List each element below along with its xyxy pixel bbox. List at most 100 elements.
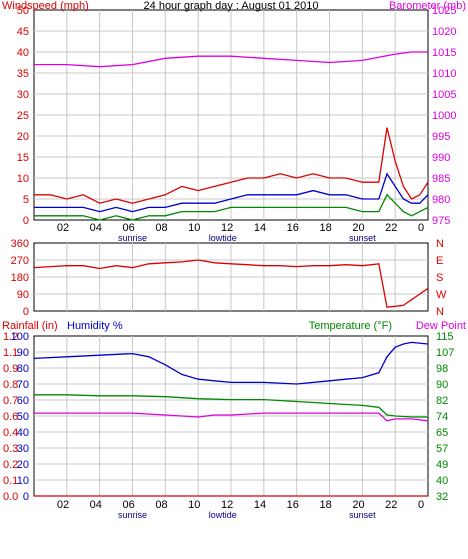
x-tick-label: 22 bbox=[385, 222, 397, 234]
x-tick-label: 08 bbox=[155, 222, 167, 234]
x-tick-label: 16 bbox=[287, 222, 299, 234]
x-tick-label: 12 bbox=[221, 222, 233, 234]
event-label-sunset: sunset bbox=[349, 510, 376, 520]
temperature-tick-label: 98 bbox=[436, 363, 448, 375]
rain-tick-label: 0.7 bbox=[3, 395, 18, 407]
temperature-tick-label: 40 bbox=[436, 475, 448, 487]
wind-tick-label: 0 bbox=[23, 215, 29, 227]
humidity-tick-label: 30 bbox=[17, 443, 29, 455]
temperature-tick-label: 82 bbox=[436, 395, 448, 407]
x-tick-label: 0 bbox=[418, 499, 424, 511]
compass-tick-label: N bbox=[436, 306, 444, 318]
barometer-tick-label: 1000 bbox=[432, 110, 456, 122]
event-label-sunset: sunset bbox=[349, 233, 376, 243]
dewpoint-axis-label: Dew Point bbox=[416, 320, 466, 332]
barometer-tick-label: 985 bbox=[432, 173, 450, 185]
x-tick-label: 0 bbox=[418, 222, 424, 234]
x-tick-label: 10 bbox=[188, 499, 200, 511]
series-line-direction bbox=[33, 259, 429, 308]
temperature-tick-label: 32 bbox=[436, 491, 448, 503]
compass-tick-label: S bbox=[436, 272, 443, 284]
temperature-tick-label: 65 bbox=[436, 427, 448, 439]
humidity-tick-label: 10 bbox=[17, 475, 29, 487]
barometer-tick-label: 980 bbox=[432, 194, 450, 206]
humidity-axis-label: Humidity % bbox=[67, 320, 123, 332]
series-line-humidity bbox=[33, 341, 429, 385]
humidity-tick-label: 40 bbox=[17, 427, 29, 439]
rain-tick-label: 0.2 bbox=[3, 459, 18, 471]
humidity-tick-label: 90 bbox=[17, 347, 29, 359]
direction-tick-label: 0 bbox=[23, 306, 29, 318]
temperature-tick-label: 57 bbox=[436, 443, 448, 455]
humidity-tick-label: 70 bbox=[17, 379, 29, 391]
temperature-tick-label: 74 bbox=[436, 411, 448, 423]
temperature-tick-label: 90 bbox=[436, 379, 448, 391]
barometer-tick-label: 1010 bbox=[432, 68, 456, 80]
x-tick-label: 06 bbox=[123, 499, 135, 511]
x-tick-label: 14 bbox=[254, 222, 266, 234]
x-tick-label: 06 bbox=[123, 222, 135, 234]
x-tick-label: 14 bbox=[254, 499, 266, 511]
temperature-tick-label: 115 bbox=[436, 331, 454, 343]
rain-tick-label: 0.0 bbox=[3, 491, 18, 503]
x-tick-label: 20 bbox=[352, 499, 364, 511]
direction-tick-label: 360 bbox=[11, 238, 29, 250]
rain-tick-label: 1.1 bbox=[3, 347, 18, 359]
wind-tick-label: 30 bbox=[17, 89, 29, 101]
humidity-tick-label: 20 bbox=[17, 459, 29, 471]
wind-tick-label: 35 bbox=[17, 68, 29, 80]
event-label-sunrise: sunrise bbox=[118, 510, 147, 520]
series-line-temperature bbox=[34, 394, 428, 418]
x-tick-label: 18 bbox=[320, 222, 332, 234]
wind-tick-label: 5 bbox=[23, 194, 29, 206]
x-tick-label: 22 bbox=[385, 499, 397, 511]
compass-tick-label: N bbox=[436, 238, 444, 250]
barometer-tick-label: 990 bbox=[432, 152, 450, 164]
humidity-tick-label: 0 bbox=[23, 491, 29, 503]
x-tick-label: 20 bbox=[352, 222, 364, 234]
barometer-tick-label: 1020 bbox=[432, 26, 456, 38]
event-label-lowtide: lowtide bbox=[209, 233, 237, 243]
direction-tick-label: 180 bbox=[11, 272, 29, 284]
barometer-axis-label: Barometer (mb) bbox=[389, 0, 466, 12]
barometer-tick-label: 975 bbox=[432, 215, 450, 227]
barometer-tick-label: 1015 bbox=[432, 47, 456, 59]
event-label-sunrise: sunrise bbox=[118, 233, 147, 243]
wind-tick-label: 20 bbox=[17, 131, 29, 143]
rain-tick-label: 0.6 bbox=[3, 411, 18, 423]
temperature-tick-label: 107 bbox=[436, 347, 454, 359]
x-tick-label: 10 bbox=[188, 222, 200, 234]
x-tick-label: 04 bbox=[90, 499, 102, 511]
series-line-average bbox=[34, 172, 429, 213]
wind-tick-label: 25 bbox=[17, 110, 29, 122]
temperature-tick-label: 49 bbox=[436, 459, 448, 471]
barometer-tick-label: 995 bbox=[432, 131, 450, 143]
x-tick-label: 08 bbox=[155, 499, 167, 511]
wind-tick-label: 10 bbox=[17, 173, 29, 185]
compass-tick-label: W bbox=[436, 289, 447, 301]
chart-title: 24 hour graph day : August 01 2010 bbox=[144, 0, 319, 12]
x-tick-label: 02 bbox=[57, 499, 69, 511]
wind-tick-label: 15 bbox=[17, 152, 29, 164]
barometer-tick-label: 1025 bbox=[432, 5, 456, 17]
rain-tick-label: 1.2 bbox=[3, 331, 18, 343]
temperature-axis-label: Temperature (°F) bbox=[309, 320, 392, 332]
series-line-barometer bbox=[34, 51, 428, 68]
rain-tick-label: 0.8 bbox=[3, 379, 18, 391]
rain-tick-label: 0.4 bbox=[3, 427, 18, 439]
rain-tick-label: 0.9 bbox=[3, 363, 18, 375]
series-line-dewpoint bbox=[34, 412, 429, 422]
rainfall-axis-label: Rainfall (in) bbox=[2, 320, 58, 332]
wind-tick-label: 40 bbox=[17, 47, 29, 59]
direction-tick-label: 90 bbox=[17, 289, 29, 301]
x-tick-label: 18 bbox=[320, 499, 332, 511]
humidity-tick-label: 80 bbox=[17, 363, 29, 375]
x-tick-label: 04 bbox=[90, 222, 102, 234]
wind-tick-label: 45 bbox=[17, 26, 29, 38]
windspeed-axis-label: Windspeed (mph) bbox=[2, 0, 89, 12]
series-line-minimum bbox=[34, 193, 429, 221]
event-label-lowtide: lowtide bbox=[209, 510, 237, 520]
barometer-tick-label: 1005 bbox=[432, 89, 456, 101]
